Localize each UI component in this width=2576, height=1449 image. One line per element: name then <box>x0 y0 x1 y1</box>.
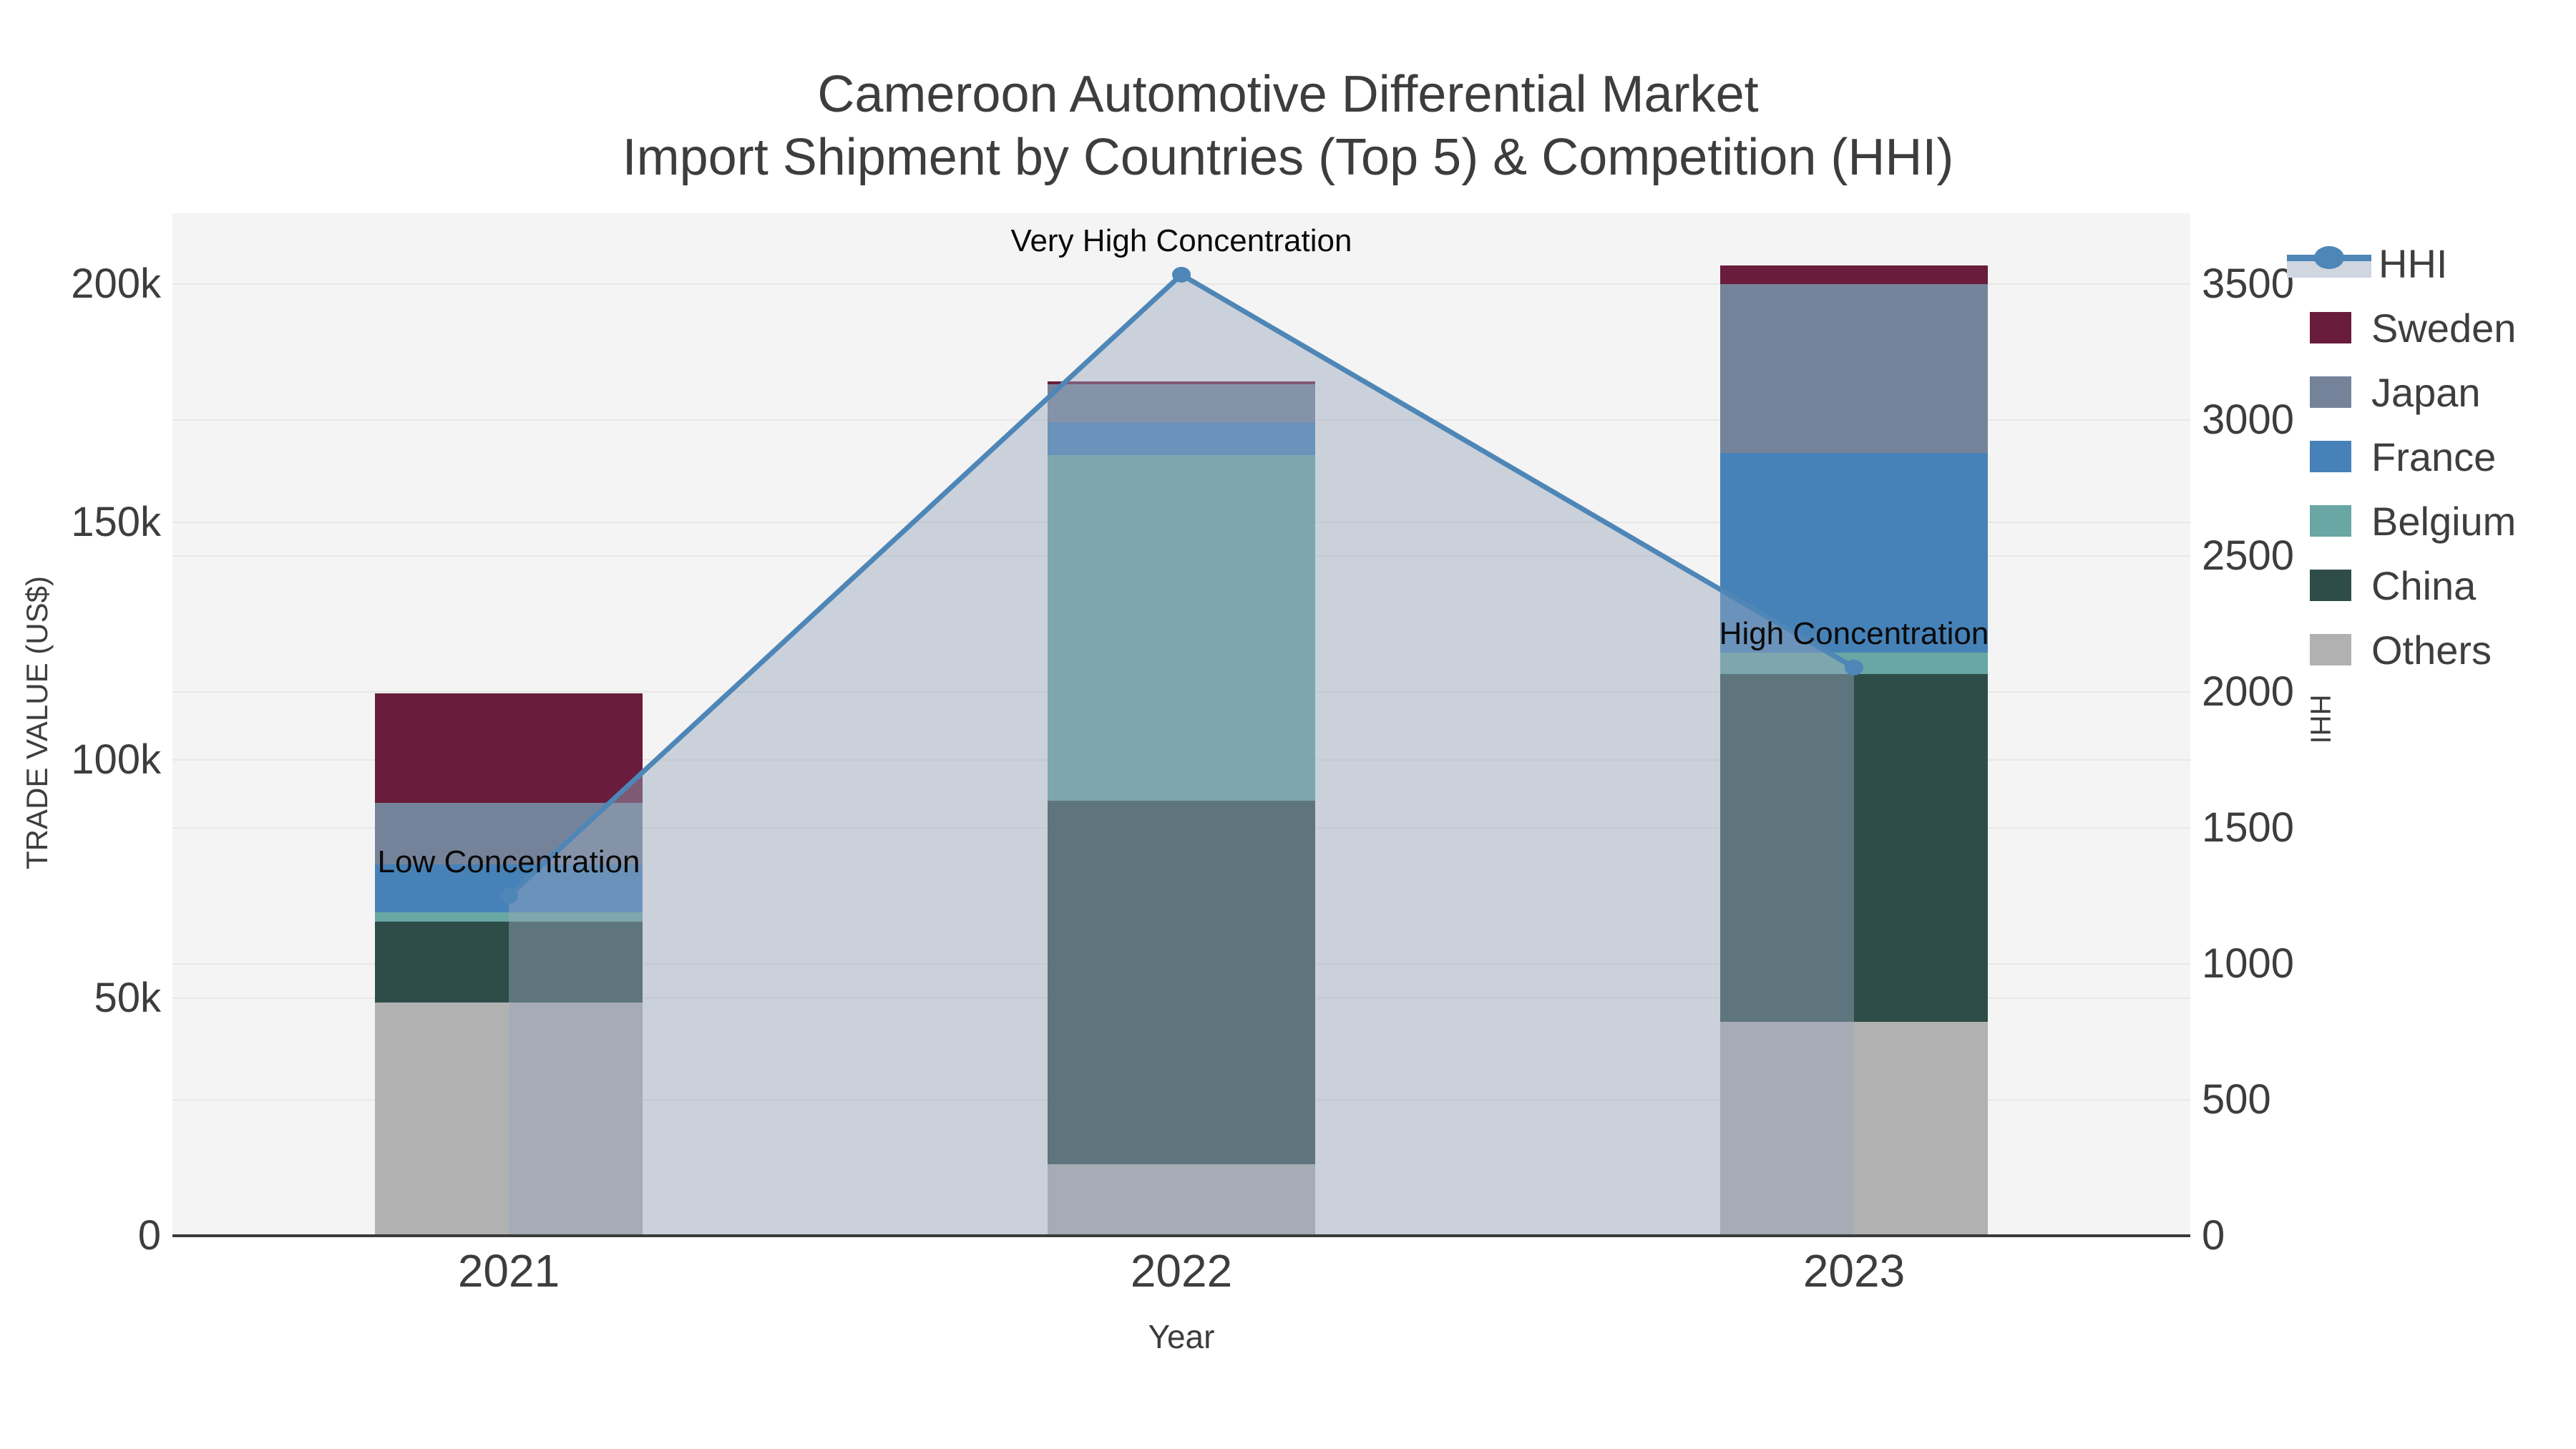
x-axis-title: Year <box>1148 1318 1215 1355</box>
y-right-tick-3500: 3500 <box>2202 260 2295 308</box>
legend-swatch-japan <box>2310 376 2351 408</box>
legend-item-belgium: Belgium <box>2287 489 2516 553</box>
x-tick-2021: 2021 <box>457 1245 560 1297</box>
y-right-tick-3000: 3000 <box>2202 396 2295 444</box>
legend-label-others: Others <box>2371 627 2492 673</box>
y-left-tick-50k: 50k <box>94 974 161 1021</box>
bar-2021-others <box>375 1002 643 1236</box>
y-axis-right-title: HHI <box>2304 694 2336 744</box>
bar-2022-china <box>1048 800 1315 1165</box>
gridline <box>172 283 2190 286</box>
bar-2022-sweden <box>1048 381 1315 384</box>
annotation-2023: High Concentration <box>1719 615 1989 651</box>
hhi-marker-2023 <box>1845 659 1863 675</box>
chart-title-line1: Cameroon Automotive Differential Market <box>817 66 1759 123</box>
y-axis-left-title: TRADE VALUE (US$) <box>20 576 54 869</box>
x-axis-line <box>172 1234 2190 1237</box>
hhi-marker-2022 <box>1172 266 1191 283</box>
bar-2023-others <box>1720 1021 1988 1236</box>
hhi-area-fill <box>509 274 1854 1236</box>
legend-swatch-others <box>2310 634 2351 665</box>
y-left-tick-0: 0 <box>137 1212 161 1259</box>
legend-label-sweden: Sweden <box>2371 305 2517 351</box>
hhi-marker-swatch <box>2314 246 2344 269</box>
bar-2022-france <box>1048 421 1315 456</box>
bar-2023-japan <box>1720 284 1988 454</box>
bar-2023-france <box>1720 453 1988 653</box>
legend-item-hhi: HHI <box>2287 231 2447 296</box>
y-left-tick-200k: 200k <box>71 260 161 308</box>
x-tick-2022: 2022 <box>1130 1245 1233 1297</box>
legend-item-others: Others <box>2287 618 2492 682</box>
bar-2021-sweden <box>375 693 643 803</box>
legend-swatch-belgium <box>2310 505 2351 537</box>
bar-2021-china <box>375 922 643 1003</box>
legend-label-belgium: Belgium <box>2371 498 2517 544</box>
hhi-line-layer <box>499 266 1863 1236</box>
legend-swatch-france <box>2310 441 2351 472</box>
y-left-tick-150k: 150k <box>71 498 161 545</box>
chart-title: Cameroon Automotive Differential Market … <box>0 63 2576 189</box>
bar-2022-others <box>1048 1164 1315 1236</box>
annotation-2022: Very High Concentration <box>1010 223 1352 258</box>
y-right-tick-500: 500 <box>2202 1076 2271 1123</box>
legend-item-japan: Japan <box>2287 360 2481 424</box>
y-right-tick-1000: 1000 <box>2202 940 2295 987</box>
bar-2022-japan <box>1048 384 1315 422</box>
chart-title-line2: Import Shipment by Countries (Top 5) & C… <box>622 129 1954 186</box>
hhi-legend-sample-icon <box>2287 246 2371 278</box>
y-right-tick-2500: 2500 <box>2202 532 2295 580</box>
hhi-marker-2021 <box>499 888 518 904</box>
y-left-tick-100k: 100k <box>71 736 161 784</box>
legend-item-sweden: Sweden <box>2287 296 2516 360</box>
y-right-tick-1500: 1500 <box>2202 804 2295 852</box>
legend-item-china: China <box>2287 553 2476 618</box>
bar-2022-belgium <box>1048 455 1315 801</box>
bar-2023-china <box>1720 674 1988 1022</box>
x-tick-2023: 2023 <box>1802 1245 1906 1297</box>
y-right-tick-0: 0 <box>2202 1212 2225 1259</box>
legend-label-hhi: HHI <box>2379 240 2448 286</box>
bar-2023-sweden <box>1720 265 1988 285</box>
legend-swatch-china <box>2310 570 2351 601</box>
annotation-2021: Low Concentration <box>377 844 640 880</box>
legend-label-japan: Japan <box>2371 369 2481 415</box>
bar-2021-belgium <box>375 912 643 922</box>
legend-item-france: France <box>2287 424 2496 489</box>
legend-label-france: France <box>2371 434 2497 479</box>
plot-area: Low Concentration Very High Concentration… <box>172 213 2190 1236</box>
legend-label-china: China <box>2371 562 2477 608</box>
legend-swatch-sweden <box>2310 312 2351 343</box>
y-right-tick-2000: 2000 <box>2202 668 2295 716</box>
